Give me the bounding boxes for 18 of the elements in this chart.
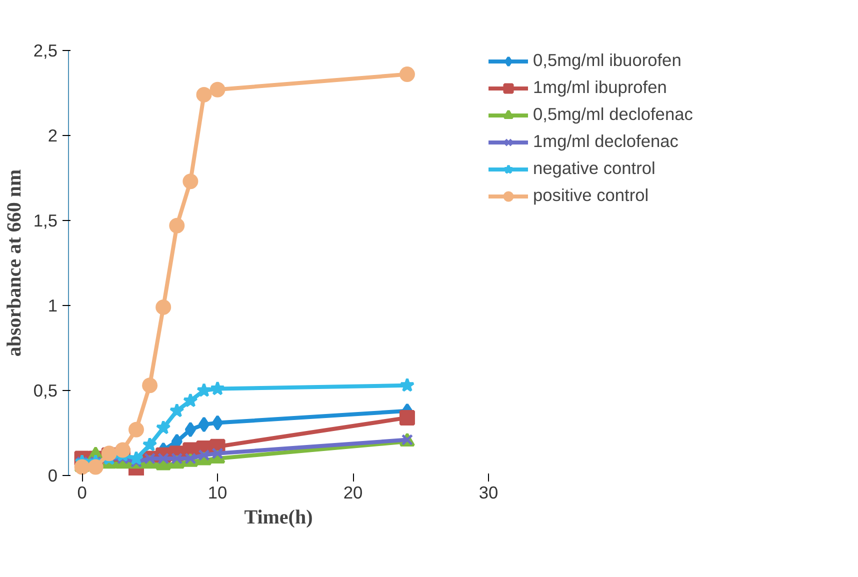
legend-label: 0,5mg/ml declofenac <box>533 104 693 125</box>
x-tick-label: 0 <box>77 482 87 502</box>
legend-label: 1mg/ml ibuprofen <box>533 77 667 98</box>
x-axis-title: Time(h) <box>244 506 313 528</box>
y-tick-label: 1,5 <box>33 210 58 230</box>
legend-label: 0,5mg/ml ibuorofen <box>533 50 682 71</box>
y-tick-label: 2,5 <box>33 40 58 60</box>
y-tick-label: 2 <box>48 126 58 146</box>
legend-label: negative control <box>533 158 656 179</box>
y-tick-label: 1 <box>48 296 58 316</box>
legend-label: positive control <box>533 185 649 206</box>
y-tick-label: 0,5 <box>33 380 58 400</box>
legend-label: 1mg/ml declofenac <box>533 131 678 152</box>
x-tick-label: 30 <box>478 482 498 502</box>
y-axis-title: absorbance at 660 nm <box>3 169 26 357</box>
x-tick-label: 20 <box>343 482 363 502</box>
x-tick-label: 10 <box>208 482 228 502</box>
y-tick-label: 0 <box>48 466 58 486</box>
